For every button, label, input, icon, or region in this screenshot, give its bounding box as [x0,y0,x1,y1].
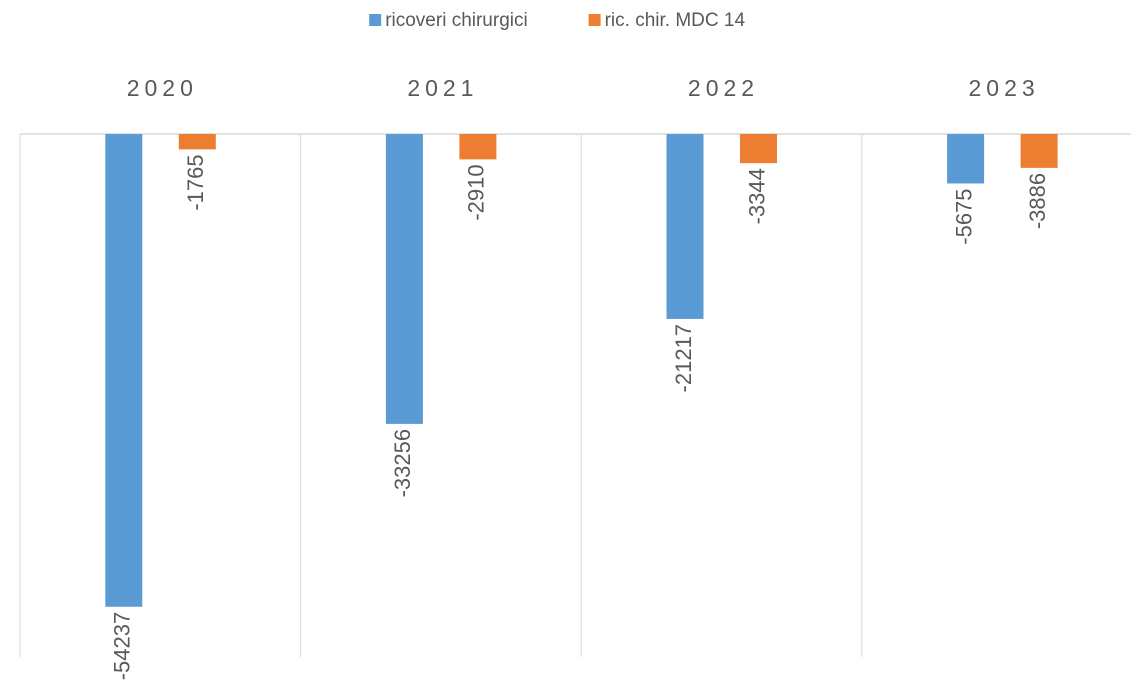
category-label: 2020 [127,75,198,101]
legend-swatch [588,14,601,26]
category-label: 2023 [969,75,1040,101]
data-label: -3886 [1025,173,1050,229]
bar [459,134,497,160]
data-label: -1765 [183,154,208,210]
data-label: -3344 [744,168,769,224]
bar [947,134,985,184]
data-label: -5675 [951,188,976,244]
category-label: 2022 [688,75,759,101]
data-label: -21217 [671,324,696,393]
bar [385,134,423,424]
legend-label: ric. chir. MDC 14 [605,10,746,31]
data-label: -2910 [464,164,489,220]
data-label: -33256 [390,429,415,498]
bar [178,134,216,150]
data-label: -54237 [110,612,135,681]
bar [666,134,704,319]
legend-label: ricoveri chirurgici [385,10,528,31]
bar [740,134,777,164]
category-label: 2021 [407,75,478,101]
bar [105,134,143,607]
legend-swatch [369,14,382,26]
bar [1020,134,1058,168]
